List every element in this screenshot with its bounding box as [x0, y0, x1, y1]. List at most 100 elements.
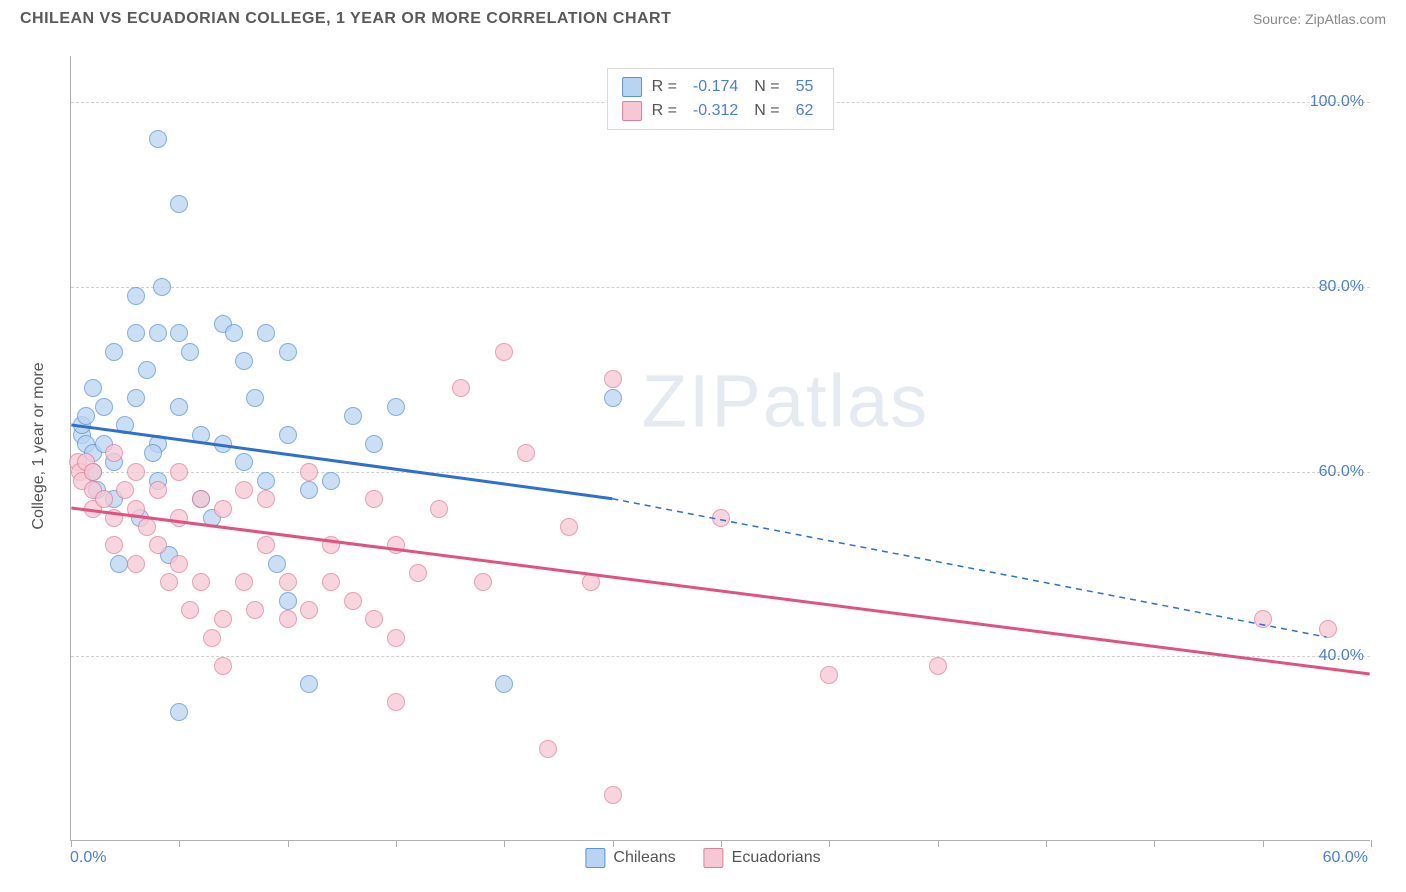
legend-swatch	[585, 848, 605, 868]
watermark: ZIPatlas	[642, 358, 929, 443]
data-point	[517, 444, 535, 462]
x-tick	[1154, 840, 1155, 847]
data-point	[495, 343, 513, 361]
data-point	[105, 343, 123, 361]
chart-container: College, 1 year or more ZIPatlas R = -0.1…	[20, 46, 1386, 876]
data-point	[170, 398, 188, 416]
data-point	[344, 592, 362, 610]
data-point	[84, 379, 102, 397]
data-point	[160, 573, 178, 591]
data-point	[116, 481, 134, 499]
legend-r-value: -0.312	[687, 102, 744, 120]
legend-item: Ecuadorians	[704, 848, 821, 868]
data-point	[604, 786, 622, 804]
legend-label: Ecuadorians	[732, 849, 821, 867]
y-axis-label: College, 1 year or more	[30, 362, 48, 529]
data-point	[170, 195, 188, 213]
gridline	[71, 287, 1370, 288]
x-tick	[288, 840, 289, 847]
data-point	[138, 518, 156, 536]
data-point	[225, 324, 243, 342]
legend-row: R =-0.174N =55	[622, 75, 820, 99]
data-point	[712, 509, 730, 527]
data-point	[365, 435, 383, 453]
data-point	[105, 509, 123, 527]
data-point	[235, 481, 253, 499]
data-point	[365, 610, 383, 628]
data-point	[365, 490, 383, 508]
legend-n-label: N =	[754, 78, 779, 96]
data-point	[149, 130, 167, 148]
data-point	[153, 278, 171, 296]
data-point	[192, 573, 210, 591]
series-legend: Chileans Ecuadorians	[585, 848, 820, 868]
correlation-legend: R =-0.174N =55R =-0.312N =62	[607, 68, 835, 130]
data-point	[474, 573, 492, 591]
data-point	[170, 463, 188, 481]
x-tick	[71, 840, 72, 847]
data-point	[279, 343, 297, 361]
chart-header: CHILEAN VS ECUADORIAN COLLEGE, 1 YEAR OR…	[0, 0, 1406, 36]
data-point	[127, 389, 145, 407]
data-point	[539, 740, 557, 758]
data-point	[110, 555, 128, 573]
data-point	[257, 490, 275, 508]
legend-item: Chileans	[585, 848, 675, 868]
trend-lines	[71, 56, 1370, 840]
data-point	[105, 536, 123, 554]
legend-r-value: -0.174	[687, 78, 744, 96]
data-point	[279, 610, 297, 628]
data-point	[430, 500, 448, 518]
legend-n-value: 62	[790, 102, 820, 120]
data-point	[1319, 620, 1337, 638]
data-point	[203, 629, 221, 647]
plot-area: ZIPatlas R =-0.174N =55R =-0.312N =62 40…	[70, 56, 1370, 841]
data-point	[235, 453, 253, 471]
x-tick	[1371, 840, 1372, 847]
data-point	[214, 500, 232, 518]
chart-title: CHILEAN VS ECUADORIAN COLLEGE, 1 YEAR OR…	[20, 10, 671, 28]
data-point	[77, 407, 95, 425]
data-point	[322, 536, 340, 554]
y-tick-label: 60.0%	[1319, 463, 1364, 481]
data-point	[387, 398, 405, 416]
data-point	[452, 379, 470, 397]
legend-r-label: R =	[652, 78, 677, 96]
legend-swatch	[704, 848, 724, 868]
data-point	[246, 389, 264, 407]
data-point	[344, 407, 362, 425]
data-point	[279, 426, 297, 444]
data-point	[105, 444, 123, 462]
data-point	[560, 518, 578, 536]
data-point	[116, 416, 134, 434]
data-point	[322, 573, 340, 591]
legend-swatch	[622, 101, 642, 121]
legend-label: Chileans	[613, 849, 675, 867]
data-point	[95, 490, 113, 508]
data-point	[246, 601, 264, 619]
data-point	[582, 573, 600, 591]
legend-swatch	[622, 77, 642, 97]
data-point	[95, 398, 113, 416]
legend-n-label: N =	[754, 102, 779, 120]
data-point	[235, 352, 253, 370]
data-point	[84, 463, 102, 481]
data-point	[1254, 610, 1272, 628]
x-tick	[938, 840, 939, 847]
data-point	[181, 601, 199, 619]
data-point	[495, 675, 513, 693]
x-axis-max-label: 60.0%	[1323, 849, 1368, 867]
x-tick	[1046, 840, 1047, 847]
data-point	[170, 324, 188, 342]
y-tick-label: 40.0%	[1319, 647, 1364, 665]
data-point	[170, 703, 188, 721]
data-point	[279, 592, 297, 610]
x-tick	[396, 840, 397, 847]
data-point	[127, 324, 145, 342]
gridline	[71, 656, 1370, 657]
x-tick	[179, 840, 180, 847]
x-tick	[504, 840, 505, 847]
data-point	[127, 287, 145, 305]
y-tick-label: 100.0%	[1310, 93, 1364, 111]
data-point	[409, 564, 427, 582]
